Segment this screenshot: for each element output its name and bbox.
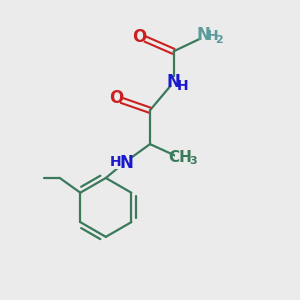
Bar <box>175 153 191 164</box>
Bar <box>136 32 144 42</box>
Bar <box>112 93 120 103</box>
Text: 2: 2 <box>215 34 223 45</box>
Text: 3: 3 <box>190 156 197 166</box>
Bar <box>201 31 217 42</box>
Text: N: N <box>119 154 134 172</box>
Bar <box>169 77 178 87</box>
Bar <box>116 158 132 169</box>
Text: O: O <box>109 89 123 107</box>
Text: N: N <box>196 26 210 44</box>
Text: H: H <box>207 29 218 43</box>
Text: H: H <box>177 79 188 93</box>
Text: N: N <box>167 73 181 91</box>
Text: CH: CH <box>168 150 192 165</box>
Text: O: O <box>133 28 147 46</box>
Text: H: H <box>110 155 122 169</box>
